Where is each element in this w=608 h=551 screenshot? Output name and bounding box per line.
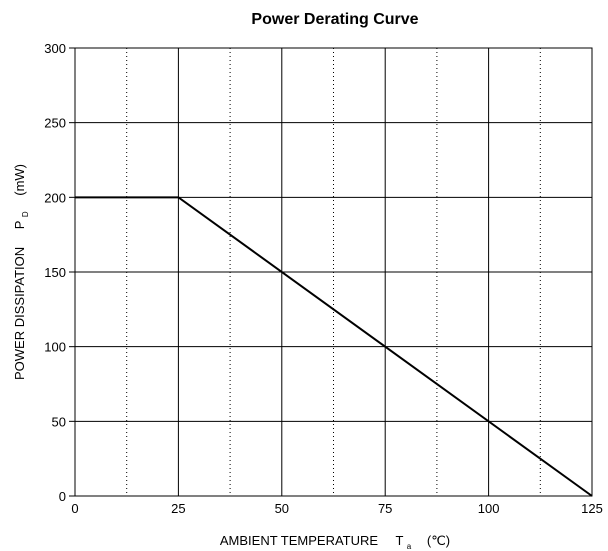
x-axis-subscript: a: [407, 542, 412, 551]
y-tick-label: 150: [44, 265, 66, 280]
y-axis-symbol: P: [12, 221, 27, 229]
x-axis-label: AMBIENT TEMPERATURE T a (℃): [220, 533, 450, 551]
y-tick-label: 50: [52, 414, 66, 429]
y-tick-label: 250: [44, 116, 66, 131]
grid-lines: [75, 48, 592, 496]
y-tick-labels: 0 50 100 150 200 250 300: [44, 41, 66, 504]
x-tick-label: 125: [581, 501, 603, 516]
series-line: [75, 196, 593, 497]
y-axis-subscript: D: [21, 211, 30, 217]
x-axis-symbol: T: [395, 533, 403, 548]
x-tick-label: 25: [171, 501, 185, 516]
x-tick-label: 75: [378, 501, 392, 516]
y-axis-label: POWER DISSIPATION P D (mW): [12, 164, 31, 380]
plot-frame: [69, 47, 593, 497]
x-tick-labels: 0 25 50 75 100 125: [71, 501, 602, 516]
series-group: [75, 196, 593, 497]
y-tick-label: 200: [44, 190, 66, 205]
y-tick-label: 0: [59, 489, 66, 504]
chart-title: Power Derating Curve: [251, 11, 418, 28]
x-axis-label-text: AMBIENT TEMPERATURE: [220, 533, 379, 548]
y-axis-unit: (mW): [12, 164, 27, 196]
x-tick-label: 100: [478, 501, 500, 516]
x-tick-label: 50: [275, 501, 289, 516]
x-axis-unit: (℃): [427, 533, 450, 548]
y-tick-label: 300: [44, 41, 66, 56]
y-axis-label-text: POWER DISSIPATION: [12, 247, 27, 380]
y-tick-label: 100: [44, 340, 66, 355]
x-tick-label: 0: [71, 501, 78, 516]
